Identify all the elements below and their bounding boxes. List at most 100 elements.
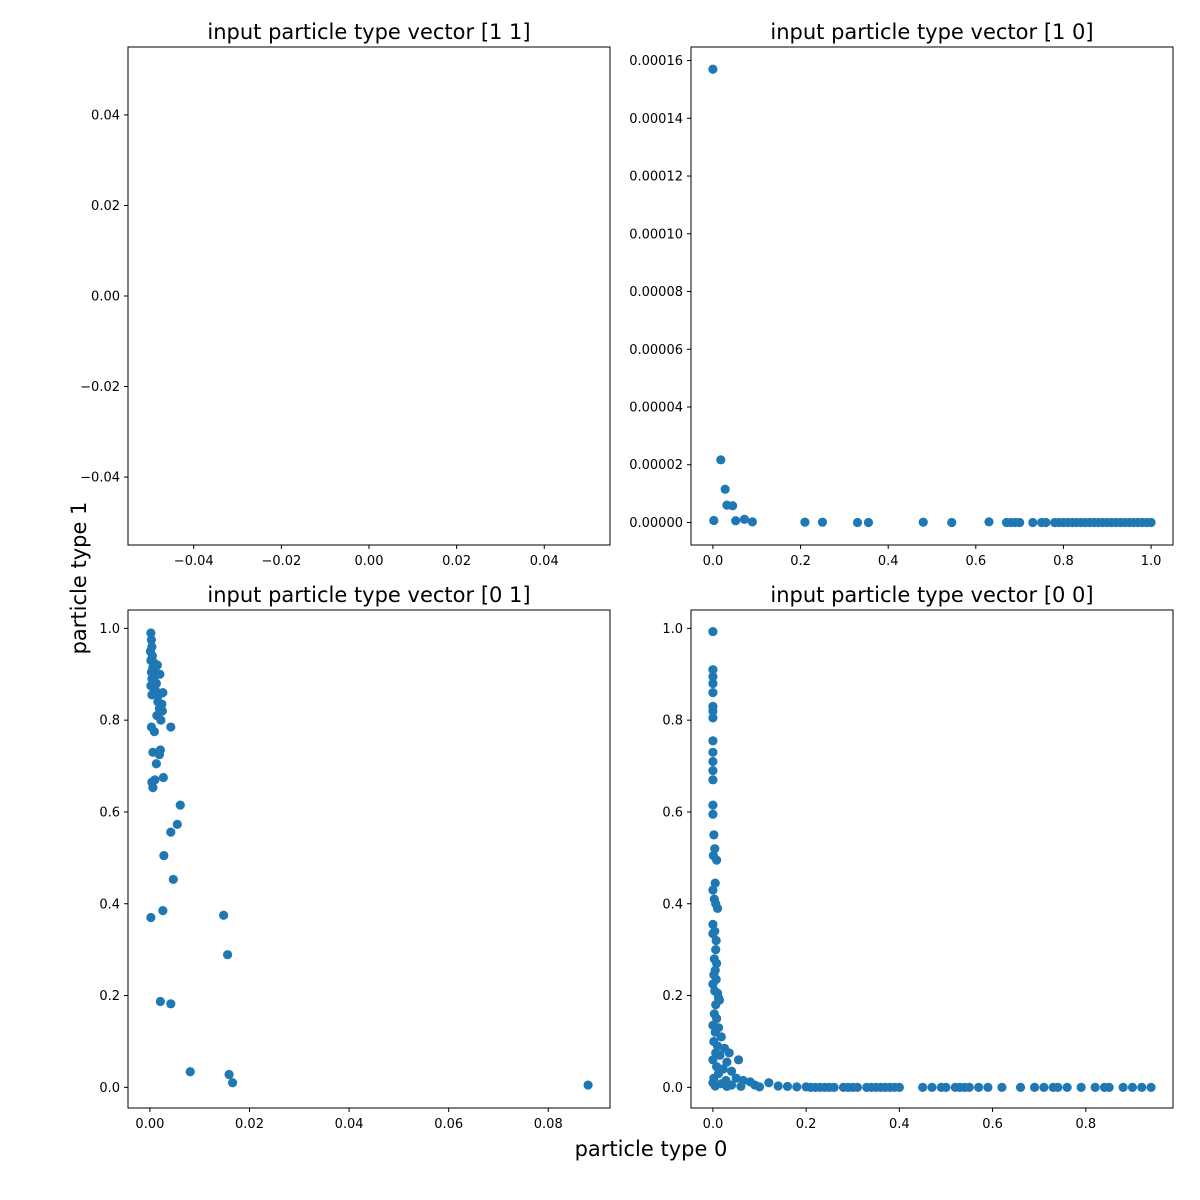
data-point bbox=[1053, 1082, 1063, 1092]
axes-frame bbox=[690, 609, 1174, 1109]
data-point bbox=[715, 1050, 725, 1060]
data-point bbox=[708, 671, 718, 682]
axes-frame bbox=[690, 46, 1174, 546]
x-tick-label: 0.4 bbox=[889, 1117, 910, 1132]
data-point bbox=[852, 517, 863, 528]
data-point bbox=[708, 688, 718, 698]
data-point bbox=[739, 514, 750, 524]
data-point bbox=[1137, 1082, 1147, 1092]
x-tick-label: 0.2 bbox=[790, 554, 811, 569]
x-tick-label: 0.04 bbox=[530, 554, 559, 569]
data-point bbox=[852, 1082, 863, 1092]
y-tick-label: 0.00 bbox=[91, 290, 120, 305]
y-tick-label: 0.8 bbox=[99, 714, 120, 729]
panel-0-0: input particle type vector [0 0] 0.0 0.2 0.… bbox=[662, 583, 1174, 1132]
x-tick-label: 0.2 bbox=[796, 1117, 817, 1132]
data-point bbox=[728, 501, 738, 511]
panel-0-1: input particle type vector [0 1] 0.00 0.02… bbox=[99, 583, 611, 1132]
data-point bbox=[941, 1082, 951, 1092]
y-tick-label: −0.02 bbox=[80, 380, 120, 395]
data-point bbox=[155, 669, 165, 679]
data-point bbox=[708, 706, 718, 716]
x-tick-label: 0.8 bbox=[1053, 554, 1074, 569]
x-tick-label: 0.06 bbox=[434, 1117, 463, 1132]
y-tick-label: 0.8 bbox=[662, 714, 683, 729]
y-tick-label: 1.0 bbox=[99, 622, 120, 637]
panel-1-0: input particle type vector [1 0] 0.0 0.2 0.… bbox=[629, 20, 1174, 569]
data-point bbox=[154, 690, 164, 700]
data-point bbox=[927, 1082, 937, 1092]
data-point bbox=[1062, 1082, 1072, 1092]
data-point bbox=[708, 626, 718, 637]
figure-xlabel: particle type 0 bbox=[575, 1137, 728, 1161]
data-point bbox=[155, 996, 165, 1007]
y-tick-label: −0.04 bbox=[80, 471, 120, 486]
data-point bbox=[222, 950, 233, 960]
data-point bbox=[708, 665, 718, 675]
data-point bbox=[918, 1082, 928, 1092]
data-point bbox=[708, 64, 718, 74]
data-point bbox=[764, 1078, 774, 1088]
x-tick-label: 0.08 bbox=[534, 1117, 563, 1132]
data-point bbox=[736, 1081, 746, 1092]
data-point bbox=[175, 800, 185, 810]
data-point bbox=[708, 919, 718, 930]
data-point bbox=[997, 1082, 1007, 1092]
panel-1-1: input particle type vector [1 1] −0.04 −0.… bbox=[80, 20, 611, 569]
data-point bbox=[1076, 1082, 1086, 1092]
data-point bbox=[708, 775, 718, 785]
y-tick-label: 0.0 bbox=[662, 1081, 683, 1096]
x-tick-label: 0.04 bbox=[335, 1117, 364, 1132]
x-tick-label: 0.00 bbox=[135, 1117, 164, 1132]
x-tick-label: 0.0 bbox=[703, 554, 724, 569]
data-point bbox=[1118, 1082, 1128, 1092]
data-point bbox=[154, 749, 164, 760]
data-point bbox=[583, 1080, 593, 1090]
data-point bbox=[724, 1048, 734, 1058]
data-point bbox=[964, 1082, 974, 1092]
data-point bbox=[800, 517, 810, 527]
x-tick-label: 0.00 bbox=[355, 554, 384, 569]
data-point bbox=[731, 516, 741, 526]
data-point bbox=[150, 775, 160, 785]
y-tick-label: 0.6 bbox=[662, 805, 683, 820]
y-tick-label: 0.00012 bbox=[629, 170, 683, 185]
x-tick-label: 0.0 bbox=[703, 1117, 724, 1132]
panel-title: input particle type vector [0 0] bbox=[770, 583, 1093, 607]
data-point bbox=[894, 1082, 904, 1092]
y-tick-label: 0.4 bbox=[662, 897, 683, 912]
y-tick-label: 0.02 bbox=[91, 199, 120, 214]
x-tick-label: −0.04 bbox=[174, 554, 214, 569]
data-point bbox=[782, 1081, 793, 1092]
data-point bbox=[712, 855, 722, 865]
data-point bbox=[722, 1081, 732, 1092]
data-point bbox=[726, 1066, 737, 1076]
data-point bbox=[166, 722, 176, 732]
data-point bbox=[731, 1073, 741, 1083]
data-point bbox=[711, 935, 721, 946]
data-point bbox=[708, 800, 718, 810]
data-point bbox=[712, 903, 723, 913]
data-point bbox=[918, 517, 928, 527]
data-point bbox=[773, 1081, 783, 1091]
data-point bbox=[708, 928, 718, 939]
data-point bbox=[983, 1082, 993, 1092]
data-point bbox=[1146, 1082, 1156, 1092]
data-point bbox=[1127, 1082, 1138, 1092]
data-point bbox=[147, 690, 157, 700]
data-point bbox=[148, 783, 158, 793]
x-tick-label: 0.6 bbox=[965, 554, 986, 569]
panel-title: input particle type vector [1 0] bbox=[770, 20, 1093, 44]
data-point bbox=[1104, 1082, 1114, 1092]
y-tick-label: 0.00008 bbox=[629, 285, 683, 300]
data-point bbox=[224, 1069, 234, 1080]
y-tick-label: 0.04 bbox=[91, 108, 120, 123]
y-tick-label: 0.0 bbox=[99, 1081, 120, 1096]
figure-ylabel: particle type 1 bbox=[67, 502, 91, 655]
data-point bbox=[146, 635, 156, 645]
y-tick-label: 0.00000 bbox=[629, 516, 683, 531]
data-point bbox=[709, 830, 719, 840]
data-point bbox=[219, 910, 229, 920]
data-point bbox=[708, 747, 718, 757]
data-point bbox=[708, 809, 718, 819]
